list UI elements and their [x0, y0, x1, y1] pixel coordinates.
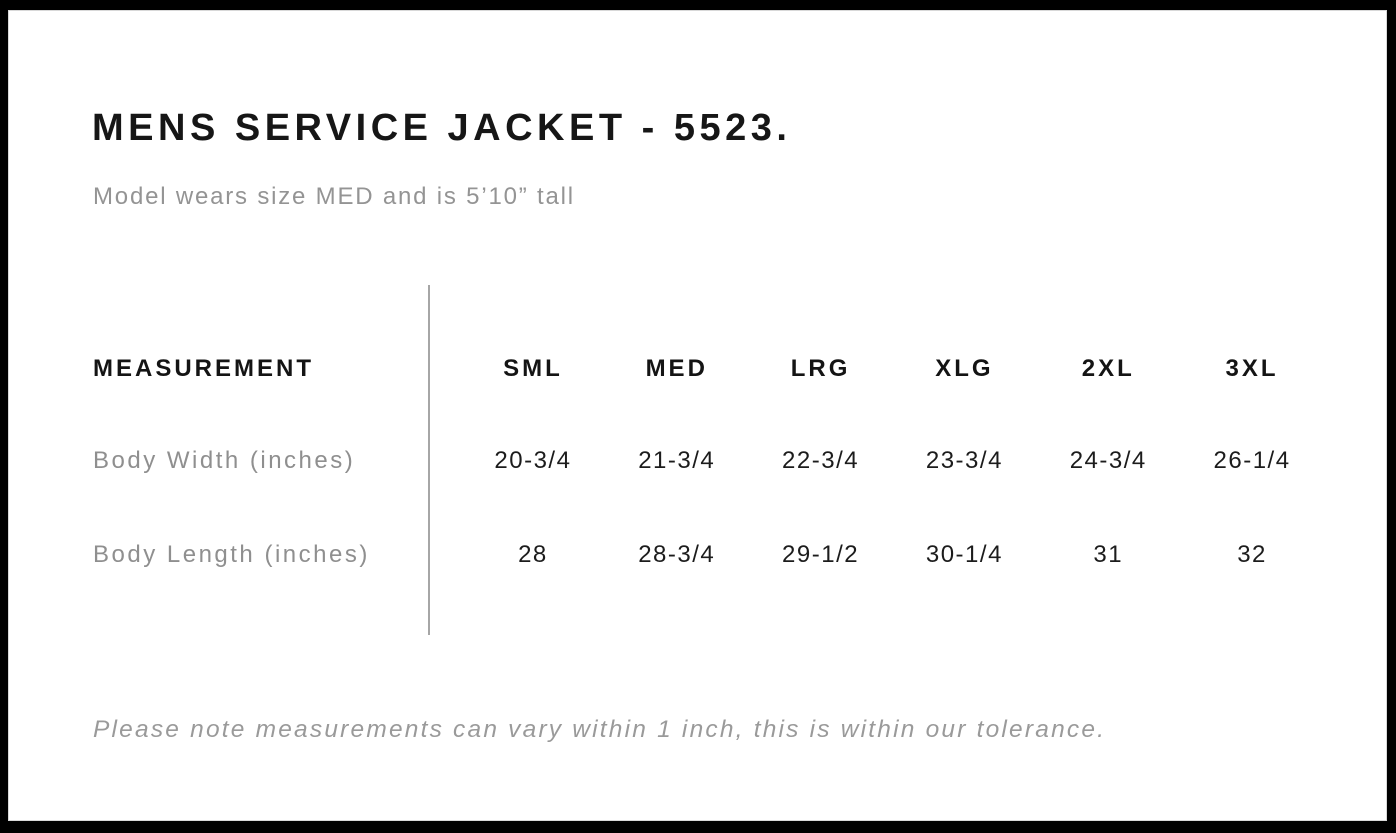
body-length-2xl-value: 31 [1093, 541, 1124, 568]
column-header-3xl: 3XL [1225, 355, 1279, 382]
column-header-measurement: MEASUREMENT [93, 355, 315, 382]
body-width-sml-value: 20-3/4 [494, 447, 572, 474]
table-row-body-length: Body Length (inches) 28 28-3/4 29-1/2 30… [93, 540, 1324, 570]
page-title: MENS SERVICE JACKET - 5523. [92, 107, 792, 149]
body-length-lrg-value: 29-1/2 [782, 541, 860, 568]
column-header-2xl: 2XL [1081, 355, 1135, 382]
table-header-row: MEASUREMENT SML MED LRG XLG 2XL 3XL [93, 354, 1324, 384]
column-header-xlg: XLG [935, 355, 994, 382]
body-width-lrg-value: 22-3/4 [782, 447, 860, 474]
table-divider-line [428, 285, 430, 635]
body-width-3xl-value: 26-1/4 [1213, 447, 1291, 474]
body-length-med-value: 28-3/4 [638, 541, 716, 568]
body-length-3xl-value: 32 [1237, 541, 1267, 568]
column-header-sml: SML [503, 355, 563, 382]
row-label-body-width: Body Width (inches) [93, 447, 356, 474]
body-width-xlg-value: 23-3/4 [925, 447, 1003, 474]
model-info-text: Model wears size MED and is 5’10” tall [93, 183, 575, 210]
table-row-body-width: Body Width (inches) 20-3/4 21-3/4 22-3/4… [93, 446, 1324, 476]
body-length-xlg-value: 30-1/4 [925, 541, 1003, 568]
tolerance-note: Please note measurements can vary within… [93, 716, 1107, 743]
body-width-med-value: 21-3/4 [638, 447, 716, 474]
column-header-lrg: LRG [790, 355, 851, 382]
column-header-med: MED [645, 355, 708, 382]
row-label-body-length: Body Length (inches) [93, 541, 370, 568]
body-width-2xl-value: 24-3/4 [1069, 447, 1147, 474]
body-length-sml-value: 28 [518, 541, 548, 568]
